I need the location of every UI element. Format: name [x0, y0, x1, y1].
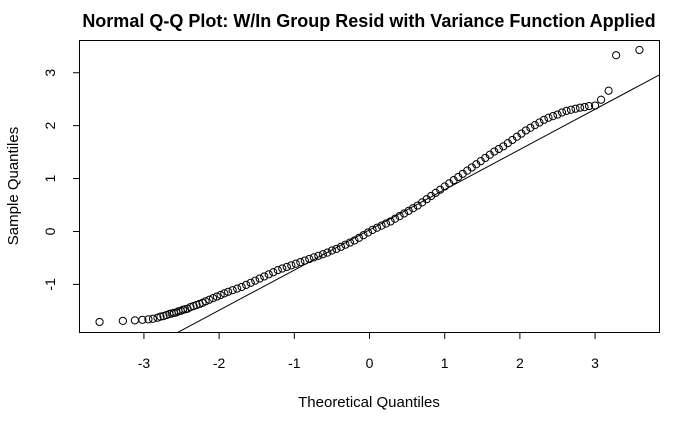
qq-point — [318, 250, 327, 259]
qq-point — [212, 292, 221, 301]
qq-point — [278, 264, 287, 273]
y-axis-label: Sample Quantiles — [5, 127, 22, 245]
qq-point — [305, 254, 314, 264]
x-tick-label: 0 — [366, 355, 374, 371]
qq-point — [580, 103, 589, 112]
reference-line — [177, 74, 659, 332]
qq-point — [597, 95, 606, 104]
qq-point — [557, 108, 567, 117]
qq-point — [148, 314, 158, 323]
qq-point — [377, 221, 386, 230]
qq-point — [562, 106, 571, 115]
y-tick-label: 1 — [42, 174, 58, 182]
qq-point — [118, 316, 127, 325]
qq-point — [494, 144, 503, 154]
qq-point — [208, 294, 218, 303]
qq-point — [590, 101, 600, 110]
qq-point — [404, 206, 413, 215]
qq-point — [354, 233, 364, 242]
qq-point — [260, 272, 269, 281]
plot-area-frame — [79, 40, 660, 333]
qq-point — [130, 316, 139, 325]
x-axis-label: Theoretical Quantiles — [298, 394, 440, 411]
qq-point — [553, 110, 562, 119]
qq-point — [612, 51, 621, 60]
qq-point — [332, 244, 341, 254]
qq-point — [264, 270, 273, 279]
qq-point — [490, 147, 499, 156]
qq-point — [138, 315, 147, 324]
y-tick-label: 2 — [42, 122, 58, 130]
qq-point — [144, 315, 153, 324]
qq-point — [323, 248, 332, 257]
qq-point — [635, 45, 644, 55]
qq-point — [224, 287, 233, 296]
qq-point — [291, 259, 300, 268]
qq-point — [359, 231, 368, 240]
qq-point — [584, 101, 594, 111]
qq-point — [566, 105, 576, 114]
y-axis-ticks: -1 0 1 2 3 — [42, 69, 80, 291]
qq-point — [282, 262, 291, 272]
qq-point — [341, 240, 350, 249]
qq-point — [390, 214, 400, 223]
x-tick-label: 1 — [441, 355, 449, 371]
qq-point — [372, 223, 382, 232]
qq-point — [399, 209, 409, 218]
x-tick-label: -3 — [138, 355, 151, 371]
y-tick-label: 0 — [42, 227, 58, 235]
qq-point — [251, 276, 260, 285]
qq-point — [575, 103, 585, 112]
qq-point — [309, 253, 318, 262]
qq-point — [535, 118, 544, 127]
qq-point — [273, 265, 282, 275]
y-tick-label: 3 — [42, 69, 58, 77]
qq-point — [216, 290, 225, 300]
qq-point — [544, 113, 553, 122]
chart-title: Normal Q-Q Plot: W/In Group Resid with V… — [82, 11, 655, 31]
qq-point — [242, 280, 251, 290]
qq-point — [571, 104, 580, 113]
qq-point — [156, 312, 165, 321]
qq-point — [521, 126, 531, 135]
qq-point — [205, 295, 214, 304]
qq-point — [530, 121, 540, 130]
qq-point — [269, 268, 278, 277]
qq-point — [287, 261, 296, 270]
qq-point — [386, 217, 395, 226]
qq-point — [539, 115, 549, 124]
qq-point — [95, 317, 104, 327]
qq-point — [336, 242, 346, 251]
y-tick-label: -1 — [42, 278, 58, 291]
qq-point — [363, 228, 373, 237]
x-tick-label: 3 — [591, 355, 599, 371]
qq-point — [314, 251, 323, 260]
x-tick-label: 2 — [516, 355, 524, 371]
x-tick-label: -2 — [213, 355, 226, 371]
qq-point — [237, 282, 246, 292]
qq-point — [350, 236, 359, 245]
qq-point — [526, 123, 535, 132]
qq-point — [409, 204, 418, 213]
qq-point — [296, 258, 305, 267]
qq-point — [345, 238, 355, 247]
qq-point — [246, 278, 255, 287]
data-points — [95, 45, 644, 327]
x-axis-ticks: -3 -2 -1 0 1 2 3 — [138, 332, 599, 371]
qq-point — [381, 219, 391, 228]
qq-point — [604, 86, 613, 95]
qq-point — [201, 297, 210, 306]
qq-point — [548, 112, 558, 121]
qq-point — [395, 212, 404, 221]
qq-point — [228, 286, 237, 295]
qq-point — [255, 274, 264, 283]
qq-point — [220, 289, 229, 298]
qq-point — [327, 246, 337, 255]
qq-point — [368, 225, 377, 234]
x-tick-label: -1 — [288, 355, 301, 371]
qq-point — [300, 256, 309, 265]
qq-point — [233, 284, 242, 293]
